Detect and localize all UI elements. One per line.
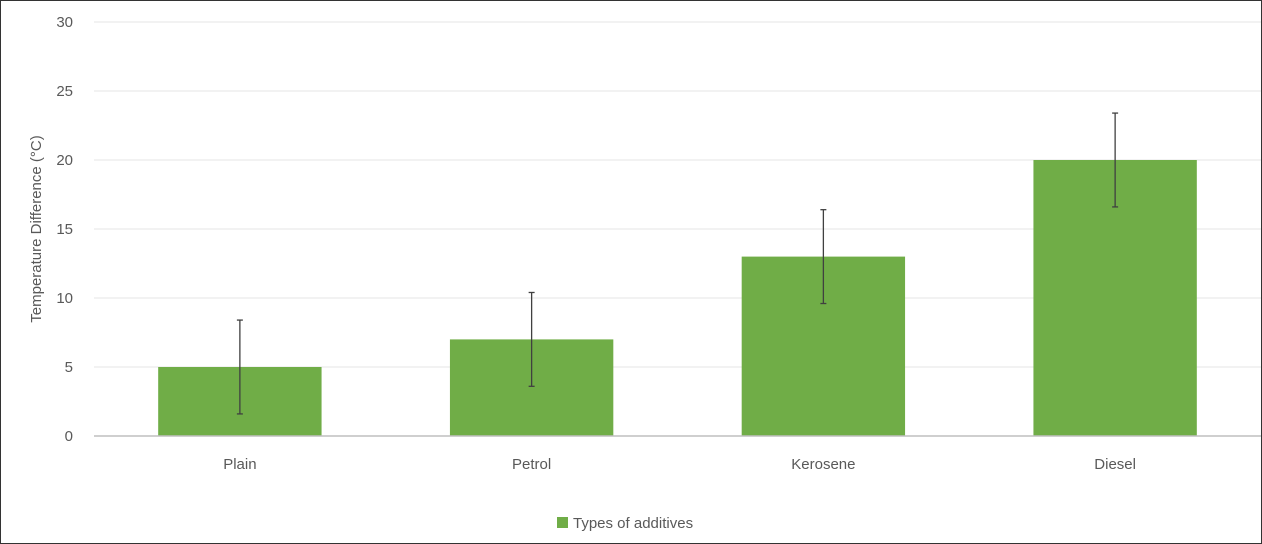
x-tick-label: Plain: [223, 456, 256, 473]
error-bars: [236, 112, 1119, 415]
y-tick-label: 20: [56, 152, 73, 169]
y-axis-title: Temperature Difference (°C): [28, 135, 45, 322]
y-tick-label: 0: [65, 428, 73, 445]
legend: Types of additives: [557, 515, 693, 532]
y-tick-label: 10: [56, 290, 73, 307]
x-axis-ticks: Plain Petrol Kerosene Diesel: [223, 456, 1136, 473]
y-axis-ticks: 0 5 10 15 20 25 30: [56, 14, 73, 445]
x-tick-label: Petrol: [512, 456, 551, 473]
legend-swatch: [557, 517, 568, 528]
x-tick-label: Kerosene: [791, 456, 855, 473]
y-tick-label: 25: [56, 83, 73, 100]
y-tick-label: 15: [56, 221, 73, 238]
y-tick-label: 30: [56, 14, 73, 31]
y-tick-label: 5: [65, 359, 73, 376]
x-tick-label: Diesel: [1094, 456, 1136, 473]
legend-label: Types of additives: [573, 515, 693, 532]
